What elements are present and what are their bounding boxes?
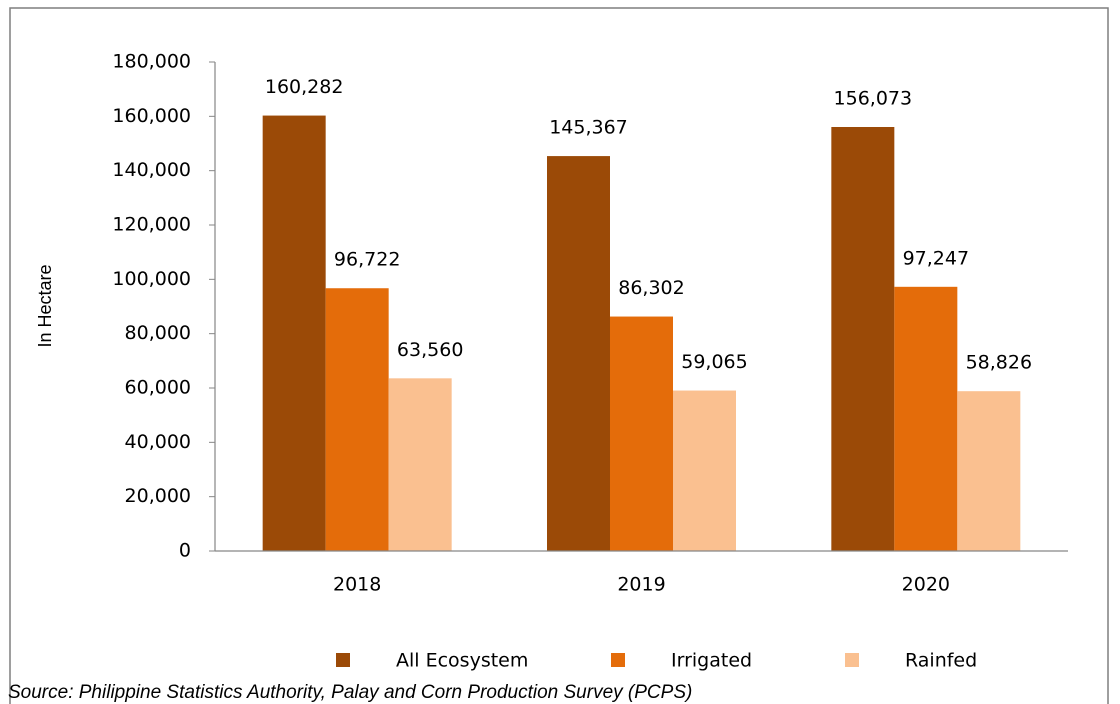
legend-swatch — [845, 653, 859, 667]
y-tick-label: 100,000 — [112, 268, 191, 290]
y-tick-label: 80,000 — [125, 322, 191, 344]
value-label: 58,826 — [966, 352, 1032, 374]
bar — [673, 390, 736, 551]
bar — [894, 286, 958, 551]
value-label: 156,073 — [834, 88, 913, 110]
y-tick-label: 180,000 — [112, 51, 191, 73]
value-label: 59,065 — [681, 351, 747, 373]
value-label: 63,560 — [397, 339, 463, 361]
y-tick-label: 60,000 — [125, 377, 191, 399]
legend-label: All Ecosystem — [396, 650, 528, 672]
bar — [325, 288, 389, 551]
value-label: 145,367 — [549, 117, 628, 139]
legend-swatch — [611, 653, 625, 667]
value-label: 160,282 — [265, 76, 344, 98]
chart-border — [9, 7, 1109, 704]
y-tick-label: 140,000 — [112, 159, 191, 181]
value-label: 97,247 — [903, 247, 969, 269]
y-tick-label: 40,000 — [125, 431, 191, 453]
y-axis-label: In Hectare — [35, 264, 55, 347]
bar — [547, 156, 610, 552]
source-note: Source: Philippine Statistics Authority,… — [8, 682, 692, 703]
legend-label: Rainfed — [905, 650, 977, 672]
bar — [388, 378, 452, 551]
x-tick-label: 2018 — [333, 574, 381, 596]
y-tick-label: 120,000 — [112, 214, 191, 236]
x-tick-label: 2020 — [902, 574, 950, 596]
bar — [262, 115, 326, 551]
y-tick-label: 160,000 — [112, 105, 191, 127]
value-label: 86,302 — [618, 277, 684, 299]
y-tick-label: 0 — [179, 540, 191, 562]
y-tick-label: 20,000 — [125, 485, 191, 507]
legend-label: Irrigated — [671, 650, 752, 672]
legend-swatch — [336, 653, 350, 667]
bar — [831, 127, 895, 552]
bar — [957, 391, 1021, 551]
bar — [610, 316, 673, 551]
x-tick-label: 2019 — [617, 574, 665, 596]
value-label: 96,722 — [334, 249, 400, 271]
